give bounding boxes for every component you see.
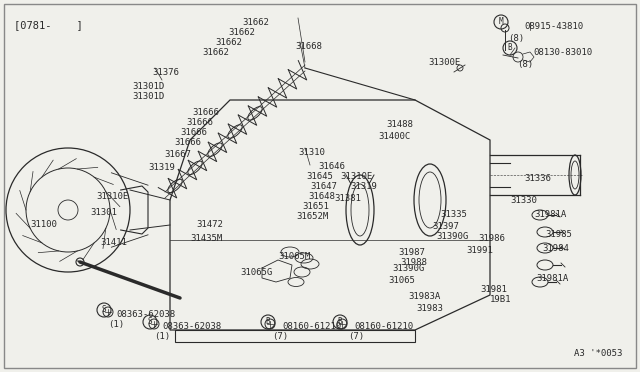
Text: 31666: 31666 (180, 128, 207, 137)
Text: 08160-61210: 08160-61210 (282, 322, 341, 331)
Text: 31319: 31319 (350, 182, 377, 191)
Text: 31646: 31646 (318, 162, 345, 171)
Text: 31645: 31645 (306, 172, 333, 181)
Text: (8): (8) (508, 34, 524, 43)
Text: 31651: 31651 (302, 202, 329, 211)
Text: 31666: 31666 (174, 138, 201, 147)
Text: A3 '*0053: A3 '*0053 (573, 349, 622, 358)
Text: 31987: 31987 (398, 248, 425, 257)
Text: 31668: 31668 (295, 42, 322, 51)
Text: 31381: 31381 (334, 194, 361, 203)
Text: 31981: 31981 (480, 285, 507, 294)
Text: 31667: 31667 (164, 150, 191, 159)
Text: 31319: 31319 (148, 163, 175, 172)
Text: 31666: 31666 (186, 118, 213, 127)
Text: 31652M: 31652M (296, 212, 328, 221)
Text: B: B (266, 317, 270, 327)
Text: 31300E: 31300E (428, 58, 460, 67)
Text: (1): (1) (108, 320, 124, 329)
Text: 31411: 31411 (100, 238, 127, 247)
Text: 31065: 31065 (388, 276, 415, 285)
Text: 31988: 31988 (400, 258, 427, 267)
Text: 08915-43810: 08915-43810 (524, 22, 583, 31)
Text: 31435M: 31435M (190, 234, 222, 243)
Text: 31981A: 31981A (534, 210, 566, 219)
Text: (1): (1) (154, 332, 170, 341)
Text: (8): (8) (517, 60, 533, 69)
Text: 31310E: 31310E (340, 172, 372, 181)
Text: [0781-    ]: [0781- ] (14, 20, 83, 30)
Text: 31335: 31335 (440, 210, 467, 219)
Text: 31330: 31330 (510, 196, 537, 205)
Text: 31301D: 31301D (132, 92, 164, 101)
Text: 31376: 31376 (152, 68, 179, 77)
Text: 31666: 31666 (192, 108, 219, 117)
Text: M: M (499, 17, 503, 26)
Text: 31648: 31648 (308, 192, 335, 201)
Text: B: B (338, 317, 342, 327)
Text: 31310: 31310 (298, 148, 325, 157)
Text: 31065G: 31065G (240, 268, 272, 277)
Text: 31472: 31472 (196, 220, 223, 229)
Text: 08363-62038: 08363-62038 (116, 310, 175, 319)
Text: 19B1: 19B1 (490, 295, 511, 304)
Text: 31390G: 31390G (436, 232, 468, 241)
Text: 31986: 31986 (478, 234, 505, 243)
Text: 31647: 31647 (310, 182, 337, 191)
Text: 31310E: 31310E (96, 192, 128, 201)
Text: 31301: 31301 (90, 208, 117, 217)
Text: 31397: 31397 (432, 222, 459, 231)
Text: 31662: 31662 (202, 48, 229, 57)
Text: 31983: 31983 (416, 304, 443, 313)
Text: (7): (7) (348, 332, 364, 341)
Text: 31301D: 31301D (132, 82, 164, 91)
Text: 08363-62038: 08363-62038 (162, 322, 221, 331)
Text: S: S (148, 317, 152, 327)
Text: 31400C: 31400C (378, 132, 410, 141)
Text: 31488: 31488 (386, 120, 413, 129)
Text: 31984: 31984 (542, 244, 569, 253)
Text: 31662: 31662 (215, 38, 242, 47)
Text: 08130-83010: 08130-83010 (533, 48, 592, 57)
Text: 31991: 31991 (466, 246, 493, 255)
Text: (7): (7) (272, 332, 288, 341)
Text: 31985: 31985 (545, 230, 572, 239)
Text: S: S (102, 305, 106, 314)
Text: 31662: 31662 (242, 18, 269, 27)
Text: 08160-61210: 08160-61210 (354, 322, 413, 331)
Text: 31065M: 31065M (278, 252, 310, 261)
Text: 31983A: 31983A (408, 292, 440, 301)
Text: 31390G: 31390G (392, 264, 424, 273)
Text: 31662: 31662 (228, 28, 255, 37)
Text: 31336: 31336 (524, 174, 551, 183)
Text: 31100: 31100 (30, 220, 57, 229)
Text: B: B (508, 44, 512, 52)
Text: 31981A: 31981A (536, 274, 568, 283)
